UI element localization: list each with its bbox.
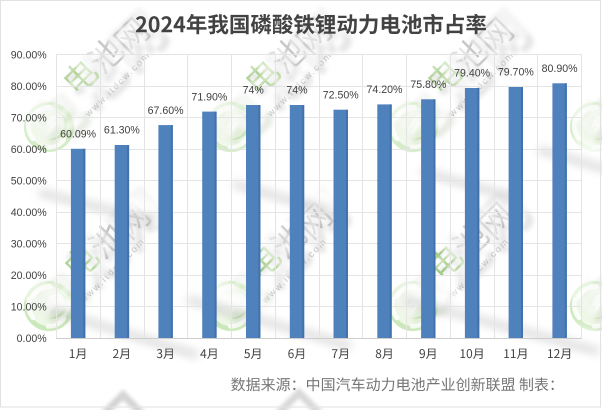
svg-text:30.00%: 30.00%	[11, 238, 48, 250]
svg-text:79.70%: 79.70%	[498, 67, 535, 79]
svg-text:74.20%: 74.20%	[367, 84, 404, 96]
svg-text:40.00%: 40.00%	[11, 207, 48, 219]
svg-text:70.00%: 70.00%	[11, 112, 48, 124]
svg-text:75.80%: 75.80%	[410, 79, 447, 91]
svg-text:50.00%: 50.00%	[11, 175, 48, 187]
svg-text:71.90%: 71.90%	[191, 91, 228, 103]
svg-text:60.00%: 60.00%	[11, 144, 48, 156]
svg-text:80.90%: 80.90%	[542, 63, 579, 75]
svg-text:61.30%: 61.30%	[104, 125, 141, 137]
svg-text:90.00%: 90.00%	[11, 49, 48, 61]
svg-text:67.60%: 67.60%	[148, 105, 185, 117]
svg-text:20.00%: 20.00%	[11, 270, 48, 282]
svg-text:72.50%: 72.50%	[323, 89, 360, 101]
svg-text:10.00%: 10.00%	[11, 301, 48, 313]
svg-text:80.00%: 80.00%	[11, 81, 48, 93]
svg-text:79.40%: 79.40%	[454, 68, 491, 80]
svg-text:60.09%: 60.09%	[60, 129, 97, 141]
svg-text:0.00%: 0.00%	[17, 333, 48, 345]
svg-text:74%: 74%	[243, 85, 265, 97]
svg-text:74%: 74%	[286, 85, 308, 97]
